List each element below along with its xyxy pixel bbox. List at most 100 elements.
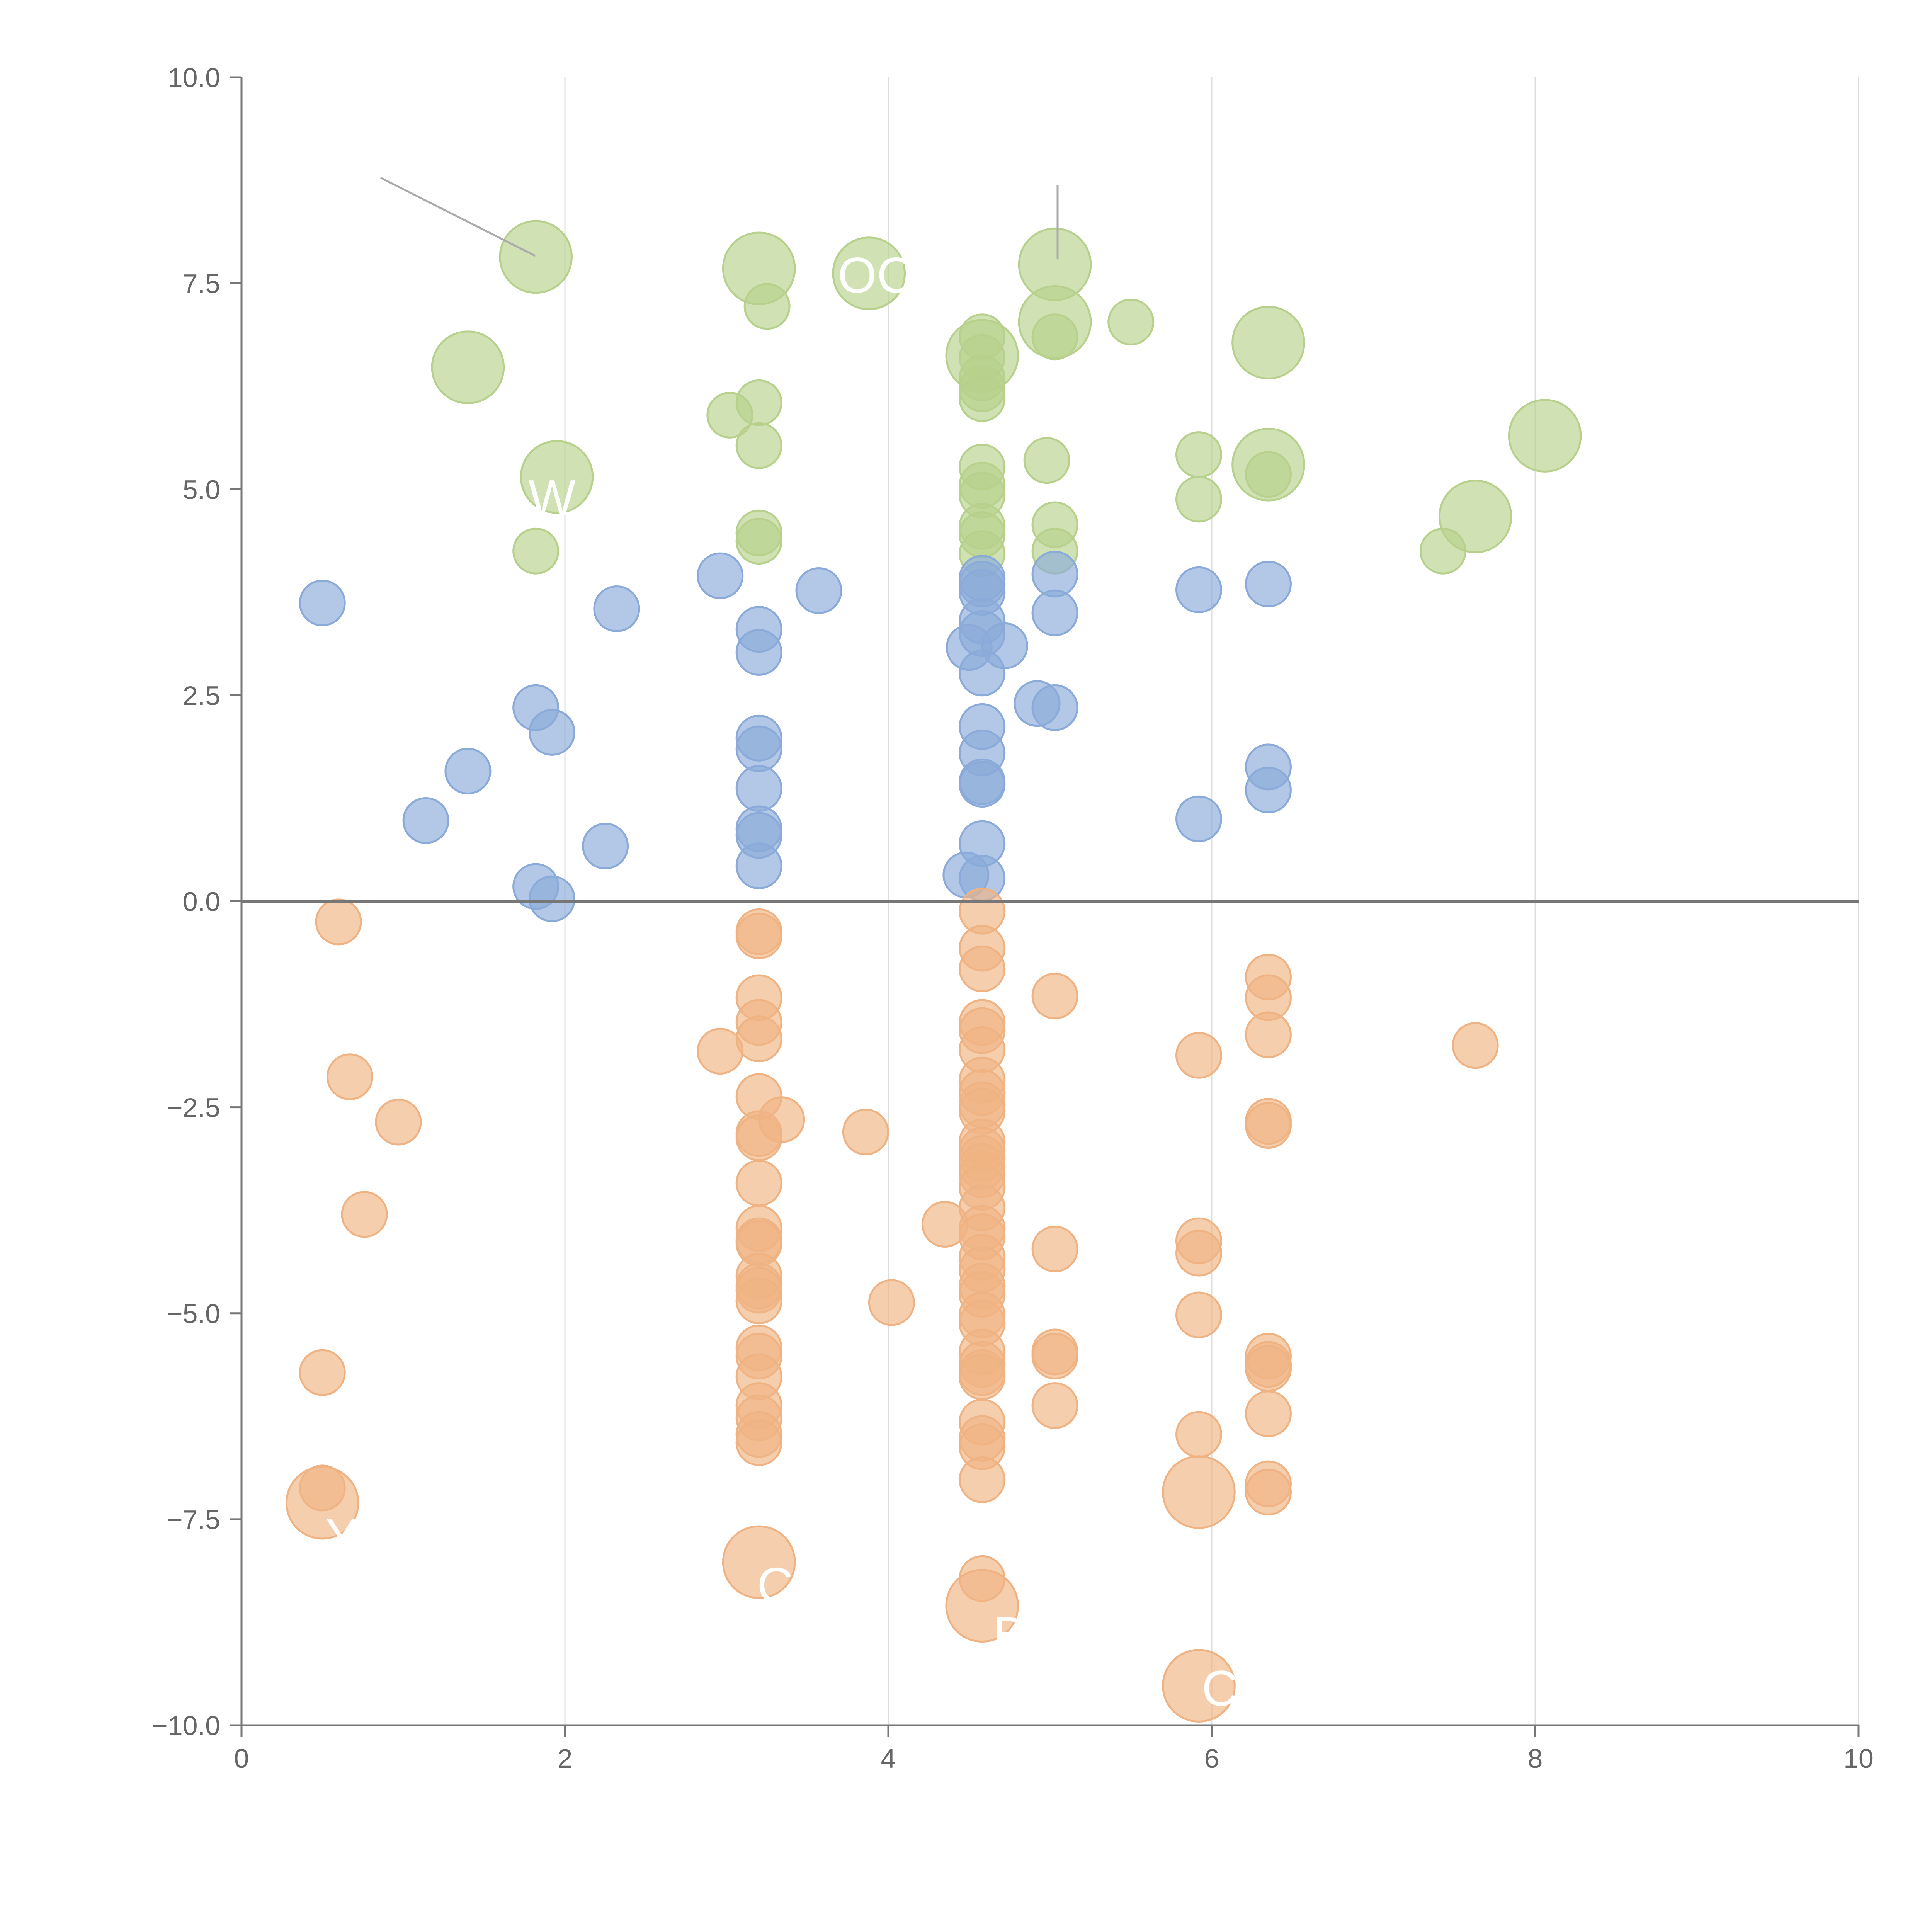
leader-line xyxy=(380,177,536,257)
positive-point xyxy=(735,725,782,772)
large-positive-point xyxy=(499,220,573,294)
x-tick-label: 2 xyxy=(558,1743,573,1774)
positive-point xyxy=(1031,684,1078,731)
positive-point xyxy=(697,552,744,599)
negative-point xyxy=(735,1277,782,1325)
positive-point xyxy=(1175,795,1223,842)
axes: 0 2 4 6 8 10 10.0 7.5 5.0 2.5 0.0 −2.5 −5.0 −7.5 −10.0 xyxy=(152,63,1874,1774)
large-positive-point xyxy=(1031,313,1078,361)
y-tick-label: −7.5 xyxy=(167,1505,220,1535)
positive-point xyxy=(1245,767,1292,814)
positive-point xyxy=(582,823,629,870)
large-positive-point xyxy=(743,283,791,330)
positive-point xyxy=(735,765,782,812)
negative-point xyxy=(1245,1469,1292,1516)
negative-point xyxy=(842,1109,889,1156)
negative-point xyxy=(1031,1333,1078,1380)
y-tick-label: −5.0 xyxy=(167,1299,220,1329)
y-tick-label: −2.5 xyxy=(167,1093,220,1123)
point-label: C xyxy=(757,1557,793,1613)
large-positive-point xyxy=(1508,399,1582,473)
x-tick-label: 6 xyxy=(1204,1743,1219,1774)
negative-point xyxy=(959,1456,1006,1503)
positive-point xyxy=(402,797,449,844)
y-tick-label: 5.0 xyxy=(183,474,220,505)
negative-point xyxy=(1175,1411,1223,1458)
positive-point xyxy=(735,629,782,676)
large-positive-point xyxy=(431,330,505,404)
large-positive-point xyxy=(512,527,560,575)
positive-point xyxy=(444,748,492,795)
negative-point xyxy=(722,1525,796,1599)
negative-point xyxy=(1245,1345,1292,1392)
negative-point xyxy=(299,1349,346,1396)
large-positive-point xyxy=(735,518,782,565)
negative-point xyxy=(945,1569,1019,1643)
negative-point xyxy=(315,898,362,946)
negative-point xyxy=(959,945,1006,992)
negative-point xyxy=(735,1419,782,1466)
large-positive-point xyxy=(735,379,782,426)
data-points xyxy=(285,220,1582,1723)
negative-point xyxy=(375,1099,422,1146)
negative-point xyxy=(735,1015,782,1063)
negative-point xyxy=(341,1191,388,1238)
negative-point xyxy=(1452,1022,1499,1069)
negative-point xyxy=(735,1160,782,1207)
negative-point xyxy=(1245,1011,1292,1058)
large-positive-point xyxy=(832,236,906,310)
large-positive-point xyxy=(1175,476,1223,523)
point-label: Y xyxy=(325,1508,359,1564)
y-tick-label: −10.0 xyxy=(152,1711,220,1741)
negative-point xyxy=(1031,1382,1078,1429)
positive-point xyxy=(1245,560,1292,607)
y-tick-label: 0.0 xyxy=(183,887,220,917)
point-labels: OC W Y C B C xyxy=(325,177,1238,1716)
large-positive-point xyxy=(1107,298,1155,345)
positive-point xyxy=(1175,566,1223,613)
x-tick-label: 10 xyxy=(1844,1743,1874,1774)
negative-point xyxy=(1031,973,1078,1020)
negative-point xyxy=(1175,1291,1223,1338)
positive-point xyxy=(299,580,346,627)
point-label: C xyxy=(1202,1660,1238,1716)
negative-point xyxy=(1245,1102,1292,1149)
large-positive-point xyxy=(520,440,594,514)
positive-point xyxy=(959,650,1006,697)
negative-point xyxy=(1162,1649,1236,1723)
negative-point xyxy=(1162,1455,1236,1529)
negative-point xyxy=(1175,1230,1223,1277)
large-positive-point xyxy=(735,422,782,469)
negative-point xyxy=(285,1466,359,1540)
positive-point xyxy=(529,709,576,756)
positive-point xyxy=(795,567,842,614)
point-label: OC xyxy=(838,247,913,303)
y-tick-label: 2.5 xyxy=(183,680,220,711)
large-positive-point xyxy=(1245,451,1292,498)
negative-point xyxy=(758,1096,805,1143)
positive-point xyxy=(529,875,576,922)
x-tick-label: 8 xyxy=(1528,1743,1543,1774)
negative-point xyxy=(735,912,782,959)
negative-point xyxy=(1245,1390,1292,1437)
large-positive-point xyxy=(959,375,1006,422)
y-tick-label: 7.5 xyxy=(183,269,220,299)
x-tick-label: 0 xyxy=(234,1743,249,1774)
negative-point xyxy=(326,1053,373,1100)
x-tick-label: 4 xyxy=(881,1743,896,1774)
negative-point xyxy=(959,1353,1006,1400)
point-label: B xyxy=(993,1606,1027,1663)
negative-point xyxy=(1175,1032,1223,1079)
large-positive-point xyxy=(1419,527,1466,575)
negative-point xyxy=(868,1279,915,1326)
positive-point xyxy=(735,842,782,889)
positive-point xyxy=(1031,589,1078,636)
large-positive-point xyxy=(1175,431,1223,478)
positive-point xyxy=(593,585,640,632)
large-positive-point xyxy=(1023,437,1070,484)
negative-point xyxy=(1031,1225,1078,1272)
point-label: W xyxy=(528,469,576,526)
y-tick-label: 10.0 xyxy=(168,63,220,93)
positive-point xyxy=(959,761,1006,808)
